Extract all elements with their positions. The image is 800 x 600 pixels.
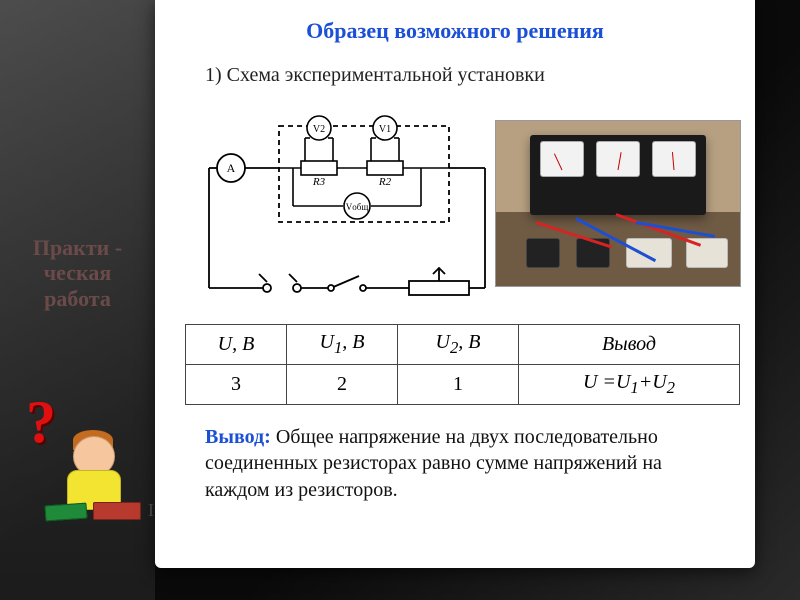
table-header-row: U, В U1, В U2, В Вывод [186, 325, 740, 365]
ammeter-label: A [227, 161, 236, 175]
side-label-line: ческая [44, 260, 111, 285]
stray-char: I [148, 500, 154, 521]
side-label-line: Практи - [33, 235, 122, 260]
content-card: Образец возможного решения 1) Схема эксп… [155, 0, 755, 568]
r3-label: R3 [312, 176, 326, 188]
conclusion-text: Общее напряжение на двух последовательно… [205, 426, 662, 501]
col-u2: U2, В [398, 325, 519, 365]
side-label: Практи - ческая работа [0, 235, 155, 311]
results-table: U, В U1, В U2, В Вывод 3 2 1 U =U1+U2 [185, 324, 740, 405]
col-u1: U1, В [287, 325, 398, 365]
circuit-diagram: A V2 V1 Vобщ R3 R2 [201, 108, 501, 318]
r2-label: R2 [378, 176, 392, 188]
cell-u2: 1 [398, 365, 519, 405]
lab-photo [495, 120, 741, 287]
side-label-line: работа [44, 286, 111, 311]
v2-label: V2 [313, 124, 325, 135]
cell-u1: 2 [287, 365, 398, 405]
page-subtitle: 1) Схема экспериментальной установки [205, 64, 755, 87]
vobsh-label: Vобщ [346, 202, 369, 212]
cell-formula: U =U1+U2 [519, 365, 740, 405]
v1-label: V1 [379, 124, 391, 135]
col-u: U, В [186, 325, 287, 365]
conclusion-block: Вывод: Общее напряжение на двух последов… [205, 424, 723, 503]
cell-u: 3 [186, 365, 287, 405]
col-conclusion: Вывод [519, 325, 740, 365]
page-title: Образец возможного решения [155, 18, 755, 44]
student-clipart [55, 430, 145, 540]
stage: Практи - ческая работа ? I Образец возмо… [0, 0, 800, 600]
table-row: 3 2 1 U =U1+U2 [186, 365, 740, 405]
conclusion-lead: Вывод: [205, 426, 271, 448]
